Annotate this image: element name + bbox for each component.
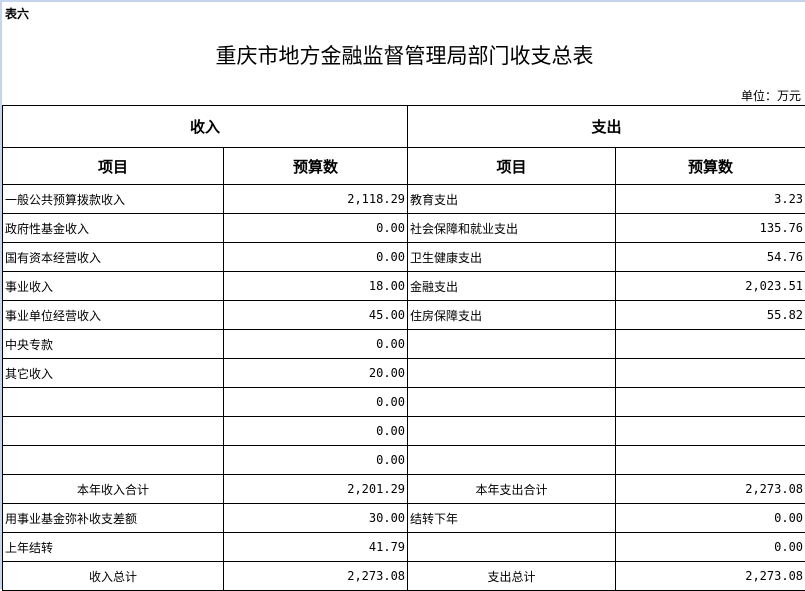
income-budget-cell: 0.00 [224, 243, 408, 272]
income-item-cell: 用事业基金弥补收支差额 [3, 504, 224, 533]
expense-item-cell: 支出总计 [408, 562, 616, 591]
income-item-cell [3, 417, 224, 446]
page-title: 重庆市地方金融监督管理局部门收支总表 [2, 40, 805, 70]
expense-budget-cell: 0.00 [616, 533, 805, 562]
expense-item-cell [408, 446, 616, 475]
expense-budget-cell [616, 359, 805, 388]
income-item-cell: 收入总计 [3, 562, 224, 591]
income-budget-cell: 0.00 [224, 330, 408, 359]
income-budget-cell: 41.79 [224, 533, 408, 562]
income-budget-cell: 2,118.29 [224, 185, 408, 214]
expense-budget-cell: 54.76 [616, 243, 805, 272]
income-item-cell [3, 388, 224, 417]
income-item-cell: 其它收入 [3, 359, 224, 388]
income-budget-cell: 30.00 [224, 504, 408, 533]
expense-budget-cell: 0.00 [616, 504, 805, 533]
expense-item-cell: 结转下年 [408, 504, 616, 533]
expense-item-cell: 教育支出 [408, 185, 616, 214]
expense-item-cell [408, 533, 616, 562]
expense-item-cell: 社会保障和就业支出 [408, 214, 616, 243]
expense-budget-cell: 2,273.08 [616, 562, 805, 591]
income-item-cell: 一般公共预算拨款收入 [3, 185, 224, 214]
income-budget-cell: 18.00 [224, 272, 408, 301]
expense-header: 支出 [408, 106, 805, 148]
income-budget-cell: 2,273.08 [224, 562, 408, 591]
expense-item-cell: 住房保障支出 [408, 301, 616, 330]
expense-budget-cell [616, 330, 805, 359]
expense-budget-cell: 135.76 [616, 214, 805, 243]
expense-budget-cell [616, 417, 805, 446]
unit-label: 单位：万元 [741, 87, 801, 104]
expense-item-cell [408, 417, 616, 446]
income-item-cell: 国有资本经营收入 [3, 243, 224, 272]
income-item-cell: 上年结转 [3, 533, 224, 562]
income-item-cell: 本年收入合计 [3, 475, 224, 504]
expense-item-cell [408, 388, 616, 417]
income-budget-cell: 45.00 [224, 301, 408, 330]
expense-item-cell [408, 330, 616, 359]
expense-budget-cell [616, 446, 805, 475]
expense-budget-cell: 3.23 [616, 185, 805, 214]
income-budget-header: 预算数 [224, 148, 408, 185]
table-row: 0.00 [3, 446, 805, 475]
expense-item-header: 项目 [408, 148, 616, 185]
expense-item-cell [408, 359, 616, 388]
expense-item-cell: 本年支出合计 [408, 475, 616, 504]
expense-budget-cell: 2,023.51 [616, 272, 805, 301]
income-item-cell: 事业单位经营收入 [3, 301, 224, 330]
expense-budget-header: 预算数 [616, 148, 805, 185]
income-item-cell: 政府性基金收入 [3, 214, 224, 243]
table-row: 0.00 [3, 417, 805, 446]
income-item-cell: 事业收入 [3, 272, 224, 301]
income-header: 收入 [3, 106, 408, 148]
income-budget-cell: 0.00 [224, 388, 408, 417]
table-row: 0.00 [3, 388, 805, 417]
table-number: 表六 [5, 5, 29, 22]
expense-budget-cell: 55.82 [616, 301, 805, 330]
expense-item-cell: 金融支出 [408, 272, 616, 301]
income-budget-cell: 0.00 [224, 446, 408, 475]
income-budget-cell: 0.00 [224, 417, 408, 446]
income-budget-cell: 0.00 [224, 214, 408, 243]
income-budget-cell: 2,201.29 [224, 475, 408, 504]
income-item-cell [3, 446, 224, 475]
income-item-cell: 中央专款 [3, 330, 224, 359]
expense-budget-cell: 2,273.08 [616, 475, 805, 504]
expense-item-cell: 卫生健康支出 [408, 243, 616, 272]
income-item-header: 项目 [3, 148, 224, 185]
income-budget-cell: 20.00 [224, 359, 408, 388]
expense-budget-cell [616, 388, 805, 417]
